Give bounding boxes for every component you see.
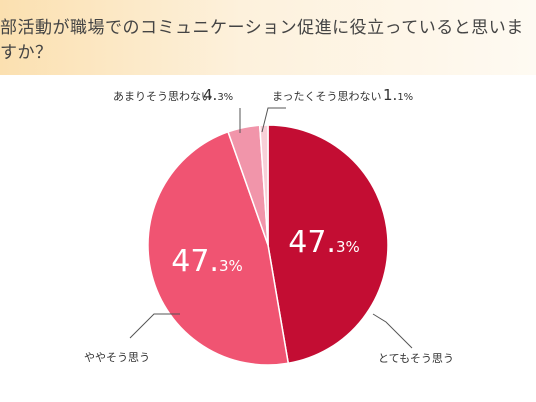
pct-mattaku: 1.1% xyxy=(383,86,413,104)
leader-line-yaya xyxy=(129,313,180,339)
label-amari: あまりそう思わない xyxy=(113,90,212,103)
pct-yaya: 47.3% xyxy=(171,244,243,279)
title-banner xyxy=(0,0,536,75)
pct-amari: 4.3% xyxy=(203,86,233,104)
slice-yaya xyxy=(147,130,290,366)
pct-totemo: 47.3% xyxy=(288,225,360,260)
chart-title: 部活動が職場でのコミュニケーション促進に役立っていると思いますか？ xyxy=(0,17,524,63)
label-mattaku: まったくそう思わない xyxy=(272,90,382,103)
leader-line-totemo xyxy=(372,313,413,349)
label-totemo: とてもそう思う xyxy=(378,352,454,365)
label-yaya: ややそう思う xyxy=(84,351,150,364)
slice-totemo xyxy=(267,124,389,365)
leader-line-mattaku xyxy=(261,107,286,133)
